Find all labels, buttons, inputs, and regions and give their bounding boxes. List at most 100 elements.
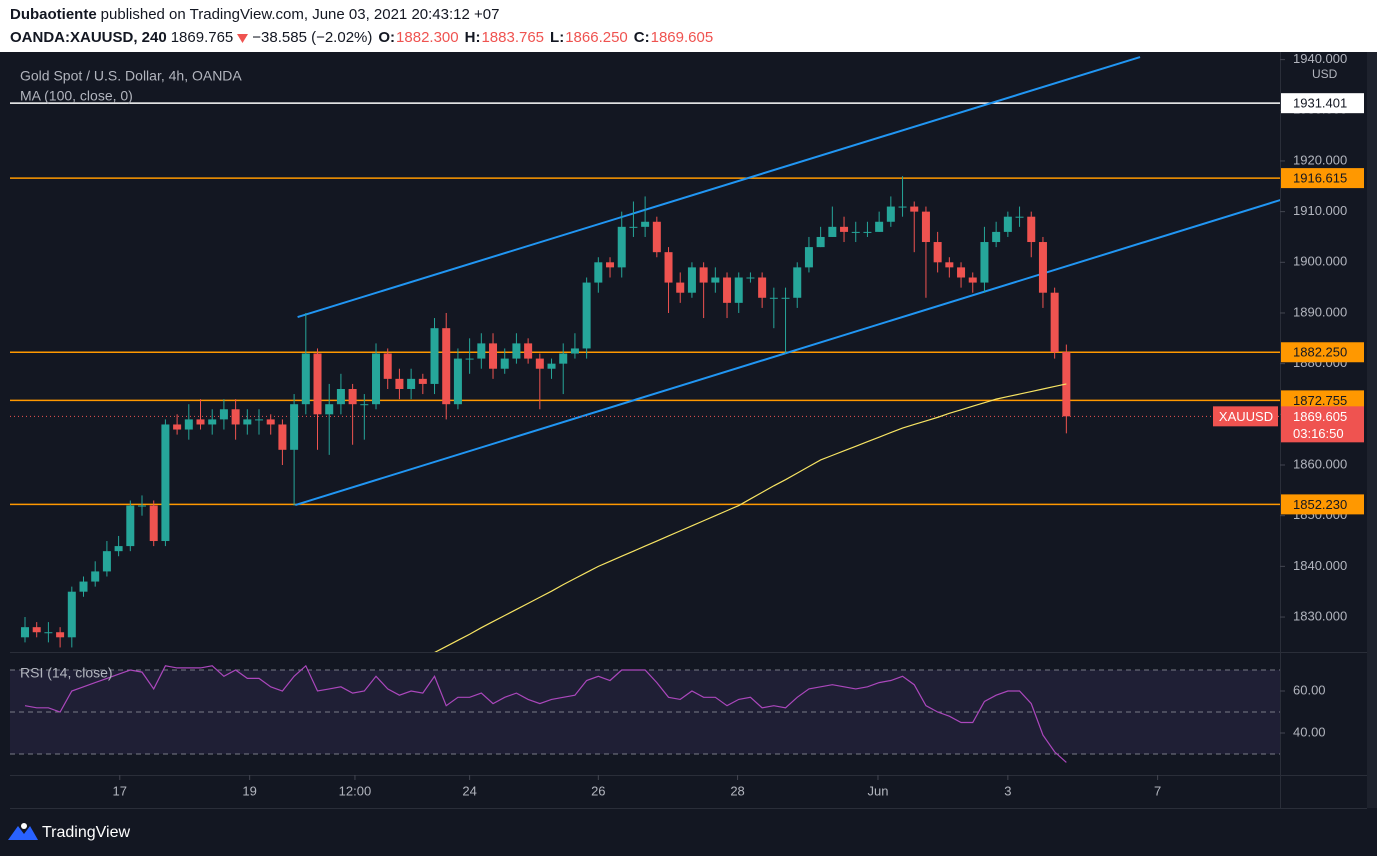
candle-body: [500, 358, 509, 369]
candle-body: [418, 378, 427, 384]
candle-body: [559, 353, 568, 364]
trend-line: [297, 56, 1141, 318]
axes: 1830.0001840.0001850.0001860.0001870.000…: [113, 51, 1364, 798]
rsi-line: [24, 664, 1067, 763]
candle-body: [208, 419, 217, 425]
candle-body: [863, 231, 872, 233]
candle-body: [477, 343, 486, 359]
chart-title: Gold Spot / U.S. Dollar, 4h, OANDA: [20, 68, 242, 84]
candle-body: [957, 267, 966, 278]
last-price-label: 1869.605: [1293, 409, 1347, 424]
candle-body: [652, 221, 661, 253]
price-label-box: [1281, 93, 1364, 114]
frame: [1367, 52, 1377, 808]
price-label-box: [1281, 168, 1364, 189]
candle-body: [570, 348, 579, 354]
candle-body: [781, 297, 790, 299]
candle-body: [243, 419, 252, 425]
y-tick-label: 1840.000: [1293, 558, 1347, 573]
x-tick-label: 17: [113, 783, 127, 798]
candle-body: [196, 419, 205, 425]
candle-body: [231, 409, 240, 425]
price-label: 1916.615: [1293, 171, 1347, 186]
y-tick-label: 1830.000: [1293, 608, 1347, 623]
rsi-y-tick-label: 60.00: [1293, 682, 1326, 697]
currency: USD: [1312, 67, 1338, 81]
candle-body: [992, 231, 1001, 243]
candle-body: [851, 231, 860, 233]
candle-body: [348, 388, 357, 405]
ma-legend: MA (100, close, 0): [20, 88, 133, 104]
candle-body: [383, 353, 392, 379]
candle-body: [102, 551, 111, 572]
candle-body: [372, 353, 381, 405]
price-label: 1931.401: [1293, 96, 1347, 111]
y-tick-label: 1910.000: [1293, 203, 1347, 218]
last: 1869.765: [170, 29, 234, 46]
candle-body: [67, 591, 76, 638]
candle-body: [266, 419, 275, 425]
y-tick-label: 1900.000: [1293, 254, 1347, 269]
x-tick-label: Jun: [867, 783, 888, 798]
candle-body: [290, 404, 299, 450]
candle-body: [149, 505, 158, 542]
candle-body: [255, 419, 264, 421]
candle-body: [723, 277, 732, 303]
candle-body: [804, 247, 813, 268]
candle-body: [512, 343, 521, 359]
candle-body: [980, 242, 989, 283]
candle-body: [1050, 292, 1059, 353]
rsi-y-tick-label: 40.00: [1293, 724, 1326, 739]
y-tick-label: 1890.000: [1293, 304, 1347, 319]
price-label-box: [1281, 342, 1364, 363]
symbol: OANDA:XAUUSD, 240: [10, 29, 167, 46]
brand: TradingView: [42, 824, 130, 841]
ohlc-label: L:: [550, 29, 565, 46]
candle-body: [313, 353, 322, 415]
price-label-box: [1281, 390, 1364, 411]
candle-body: [816, 236, 825, 248]
candle-body: [629, 226, 638, 228]
candle-body: [301, 353, 310, 405]
candle-body: [114, 546, 123, 552]
candle-body: [126, 505, 135, 547]
candle-body: [138, 505, 147, 507]
x-tick-label: 7: [1154, 783, 1161, 798]
x-tick-label: 24: [462, 783, 476, 798]
candle-body: [676, 282, 685, 293]
candle-body: [44, 632, 53, 634]
x-tick-label: 28: [730, 783, 744, 798]
candle-body: [547, 363, 556, 369]
x-tick-label: 3: [1004, 783, 1011, 798]
candle-body: [407, 378, 416, 389]
candle-body: [687, 267, 696, 293]
countdown: 03:16:50: [1293, 426, 1344, 441]
candle-body: [453, 358, 462, 405]
candle-body: [921, 211, 930, 243]
candle-body: [1015, 216, 1024, 218]
candle-body: [746, 277, 755, 279]
price-label: 1882.250: [1293, 345, 1347, 360]
symbol-tag-label: XAUUSD: [1219, 409, 1273, 424]
candle-body: [606, 262, 615, 268]
ohlc-label: O:: [378, 29, 396, 46]
trend-line: [294, 199, 1280, 506]
candle-body: [219, 409, 228, 420]
candle-body: [360, 404, 369, 406]
author: Dubaotiente: [10, 6, 97, 23]
candle-body: [524, 343, 533, 359]
candle-body: [79, 581, 88, 592]
candle-body: [465, 358, 474, 360]
candle-body: [336, 388, 345, 405]
candle-body: [734, 277, 743, 303]
down-arrow: [237, 33, 249, 43]
candle-body: [91, 571, 100, 582]
candle-body: [793, 267, 802, 298]
ohlc-value: 1882.300: [396, 29, 459, 46]
candle-body: [1038, 242, 1047, 293]
published: published on TradingView.com, June 03, 2…: [100, 6, 500, 23]
x-tick-label: 12:00: [339, 783, 372, 798]
candle-body: [278, 424, 287, 450]
